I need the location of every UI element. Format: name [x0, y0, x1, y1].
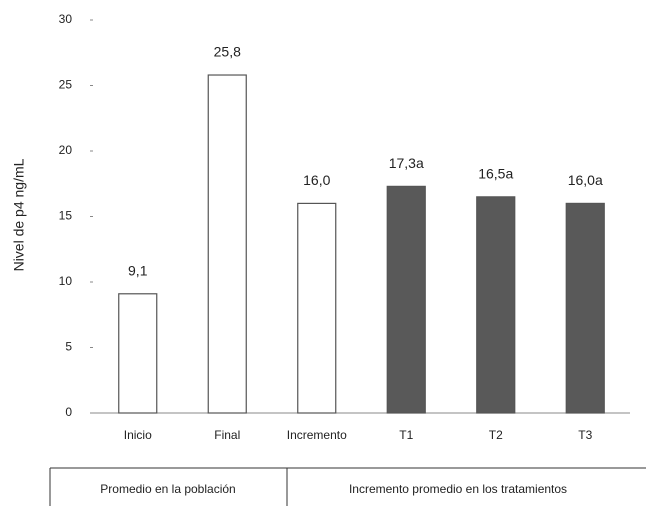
y-tick-label: 15: [59, 209, 73, 223]
y-tick-label: 5: [65, 340, 72, 354]
group-label: Promedio en la población: [100, 482, 235, 496]
bar: [207, 74, 247, 414]
x-tick-label: Incremento: [287, 428, 347, 442]
y-axis-label: Nivel de p4 ng/mL: [11, 158, 27, 271]
value-label: 17,3a: [389, 155, 424, 171]
value-label: 9,1: [128, 262, 148, 278]
bar: [118, 293, 158, 414]
value-label: 16,5a: [478, 166, 513, 182]
x-tick-label: Final: [214, 428, 240, 442]
y-tick-label: 30: [59, 12, 73, 26]
value-label: 16,0: [303, 172, 330, 188]
y-tick-label: 0: [65, 405, 72, 419]
value-label: 25,8: [214, 44, 241, 60]
bar: [297, 202, 337, 414]
value-label: 16,0a: [568, 172, 603, 188]
x-tick-label: Inicio: [124, 428, 152, 442]
y-tick-label: 10: [59, 274, 73, 288]
bar: [476, 196, 516, 414]
y-tick-label: 20: [59, 143, 73, 157]
group-label: Incremento promedio en los tratamientos: [349, 482, 567, 496]
x-tick-label: T2: [489, 428, 503, 442]
x-tick-label: T3: [578, 428, 592, 442]
bar: [565, 202, 605, 414]
y-tick-label: 25: [59, 78, 73, 92]
bar: [386, 185, 426, 414]
x-tick-label: T1: [399, 428, 413, 442]
